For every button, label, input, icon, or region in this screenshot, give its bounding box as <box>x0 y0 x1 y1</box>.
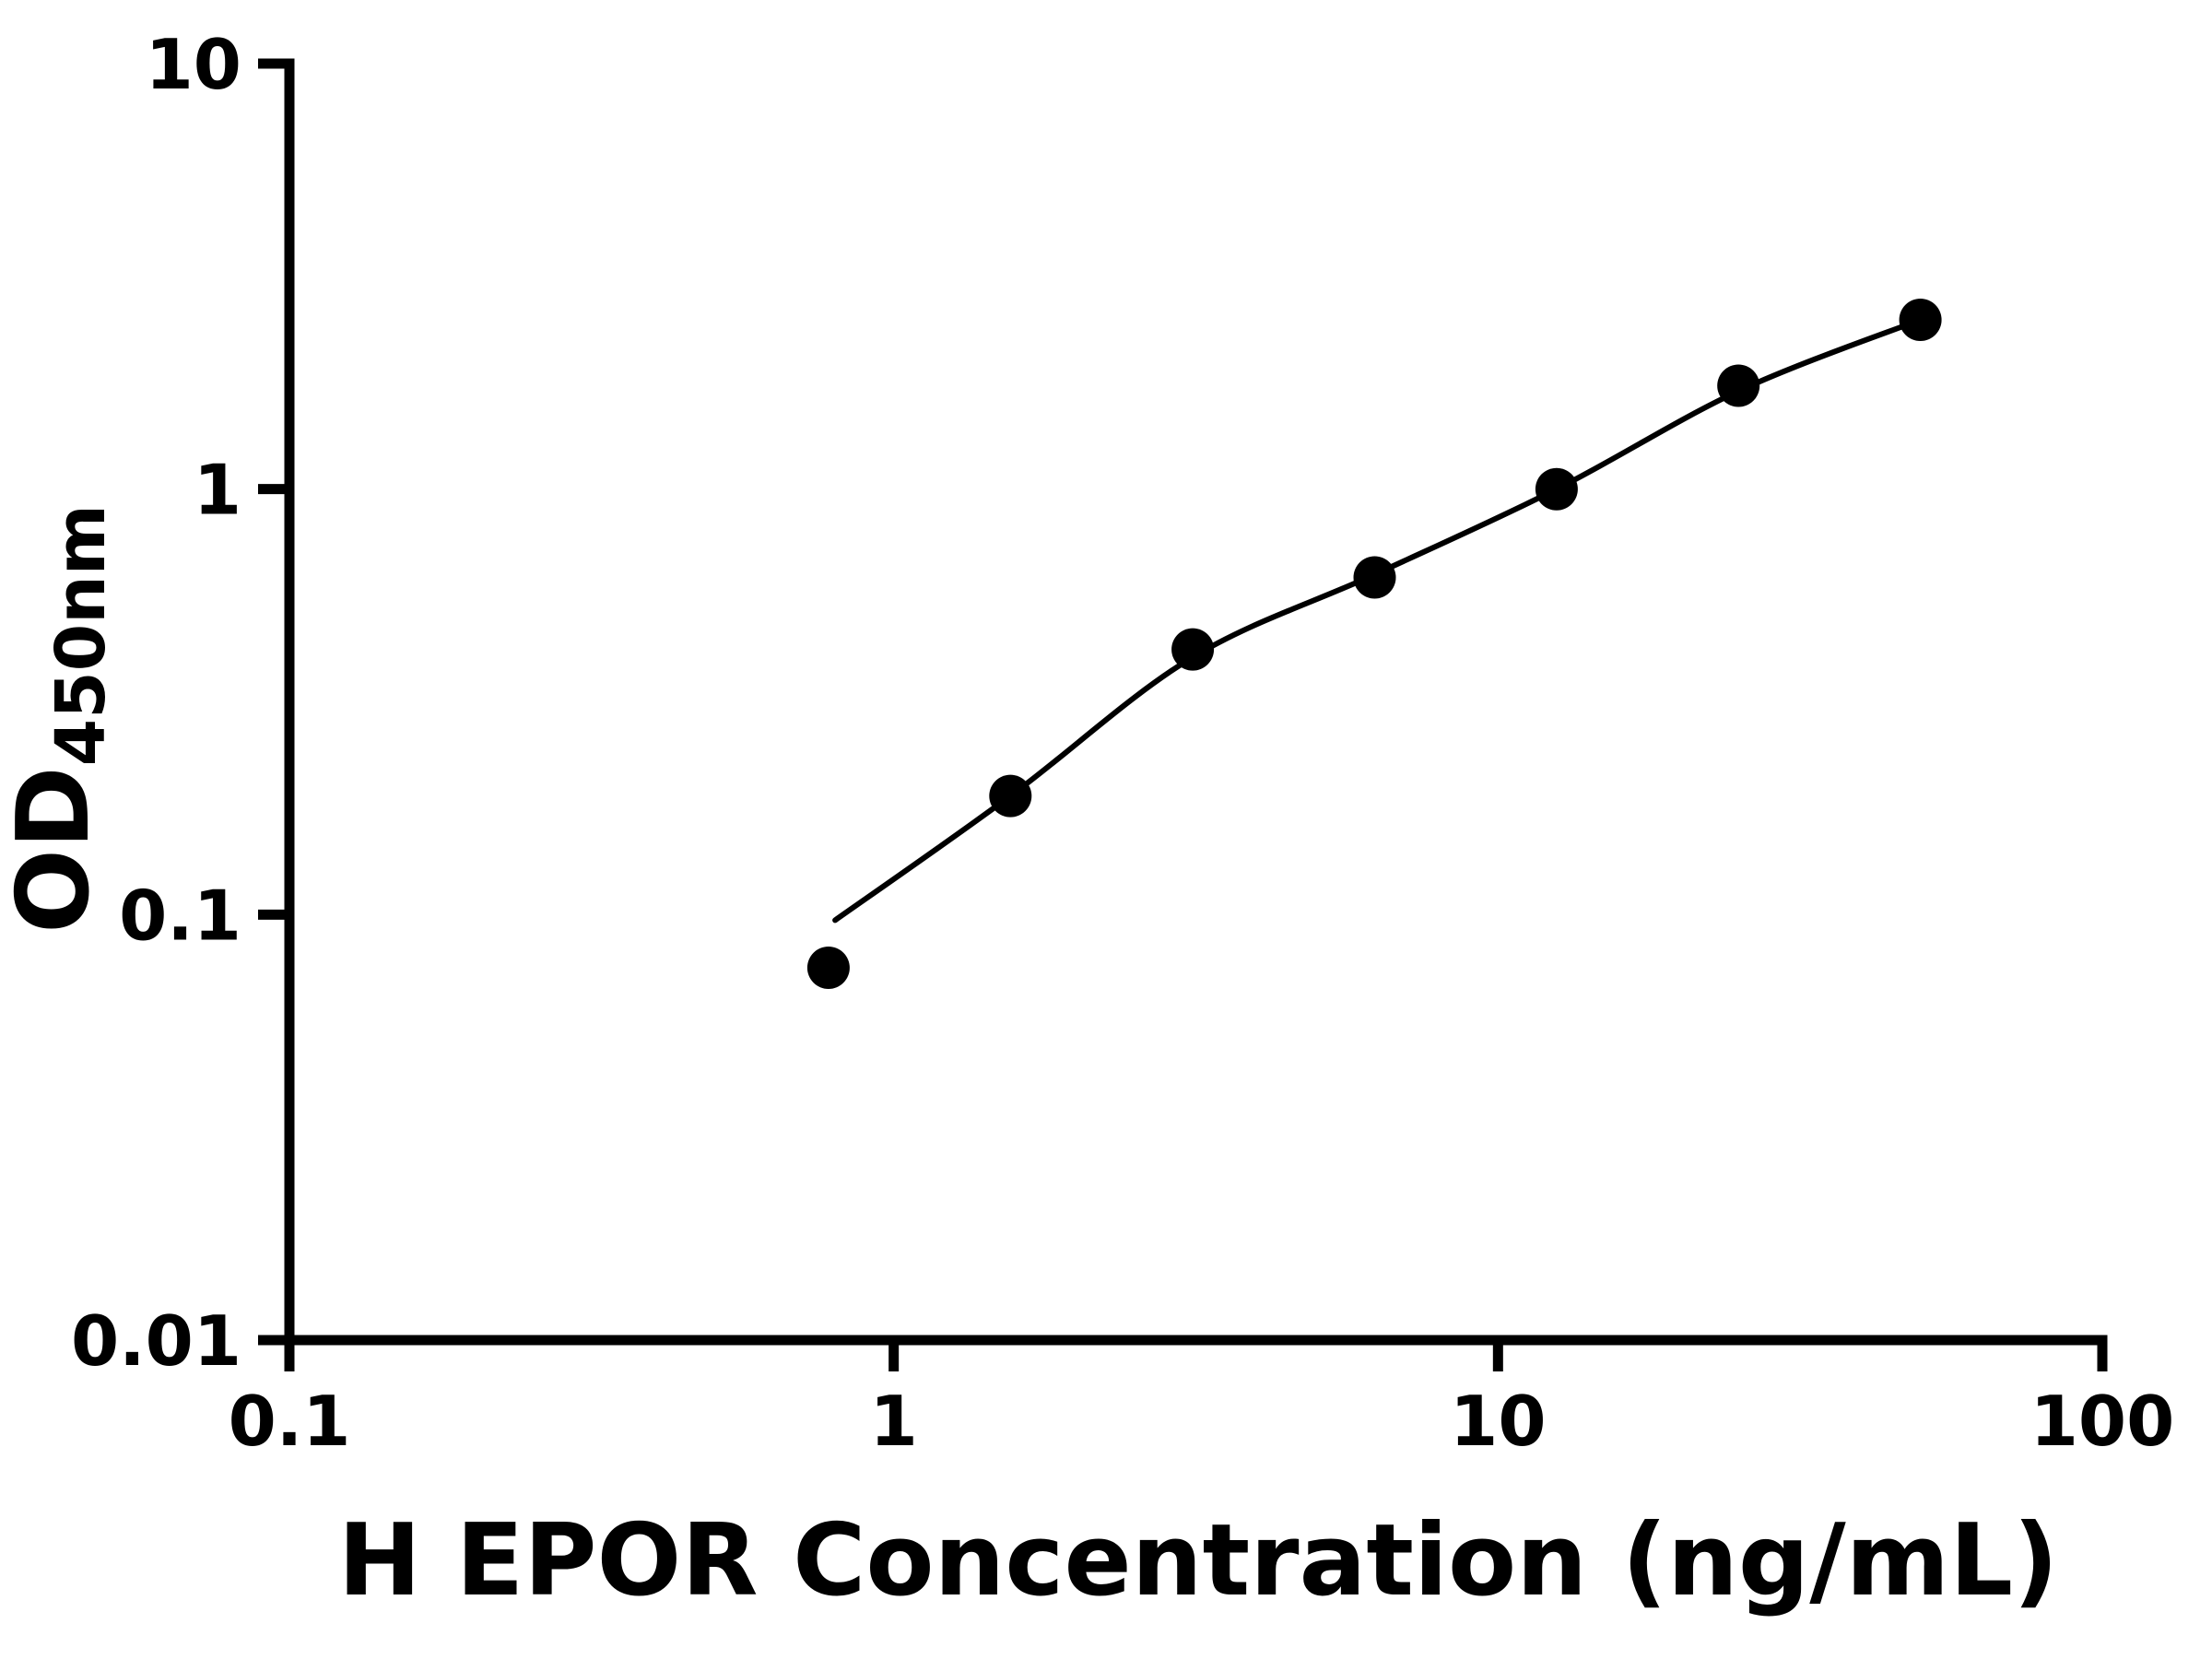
data-point <box>1899 299 1942 341</box>
y-axis-title: OD450nm <box>0 504 121 934</box>
y-axis-title-main: OD <box>0 766 112 933</box>
axis-frame <box>284 58 2108 1346</box>
data-point <box>989 774 1032 818</box>
x-axis-tick-label: 0.1 <box>229 1381 351 1462</box>
y-axis-tick-label: 10 <box>146 24 241 105</box>
plot-layer <box>806 299 1942 989</box>
data-point <box>1353 556 1396 599</box>
y-axis-tick-label: 0.1 <box>119 875 241 956</box>
x-axis-tick-label: 1 <box>870 1381 918 1462</box>
data-point <box>1717 364 1760 407</box>
y-axis-title-sub: 450nm <box>41 504 121 766</box>
axes-layer <box>284 58 2108 1346</box>
x-axis-title: H EPOR Concentration (ng/mL) <box>338 1503 2059 1618</box>
data-point <box>1535 467 1578 511</box>
data-point <box>1171 628 1215 671</box>
y-axis-tick-label: 0.01 <box>71 1300 241 1382</box>
x-axis-tick-label: 10 <box>1450 1381 1546 1462</box>
y-axis-tick-label: 1 <box>194 450 241 531</box>
x-axis-tick-label: 100 <box>2030 1381 2175 1462</box>
fit-curve <box>832 317 1924 924</box>
data-point <box>806 947 850 989</box>
